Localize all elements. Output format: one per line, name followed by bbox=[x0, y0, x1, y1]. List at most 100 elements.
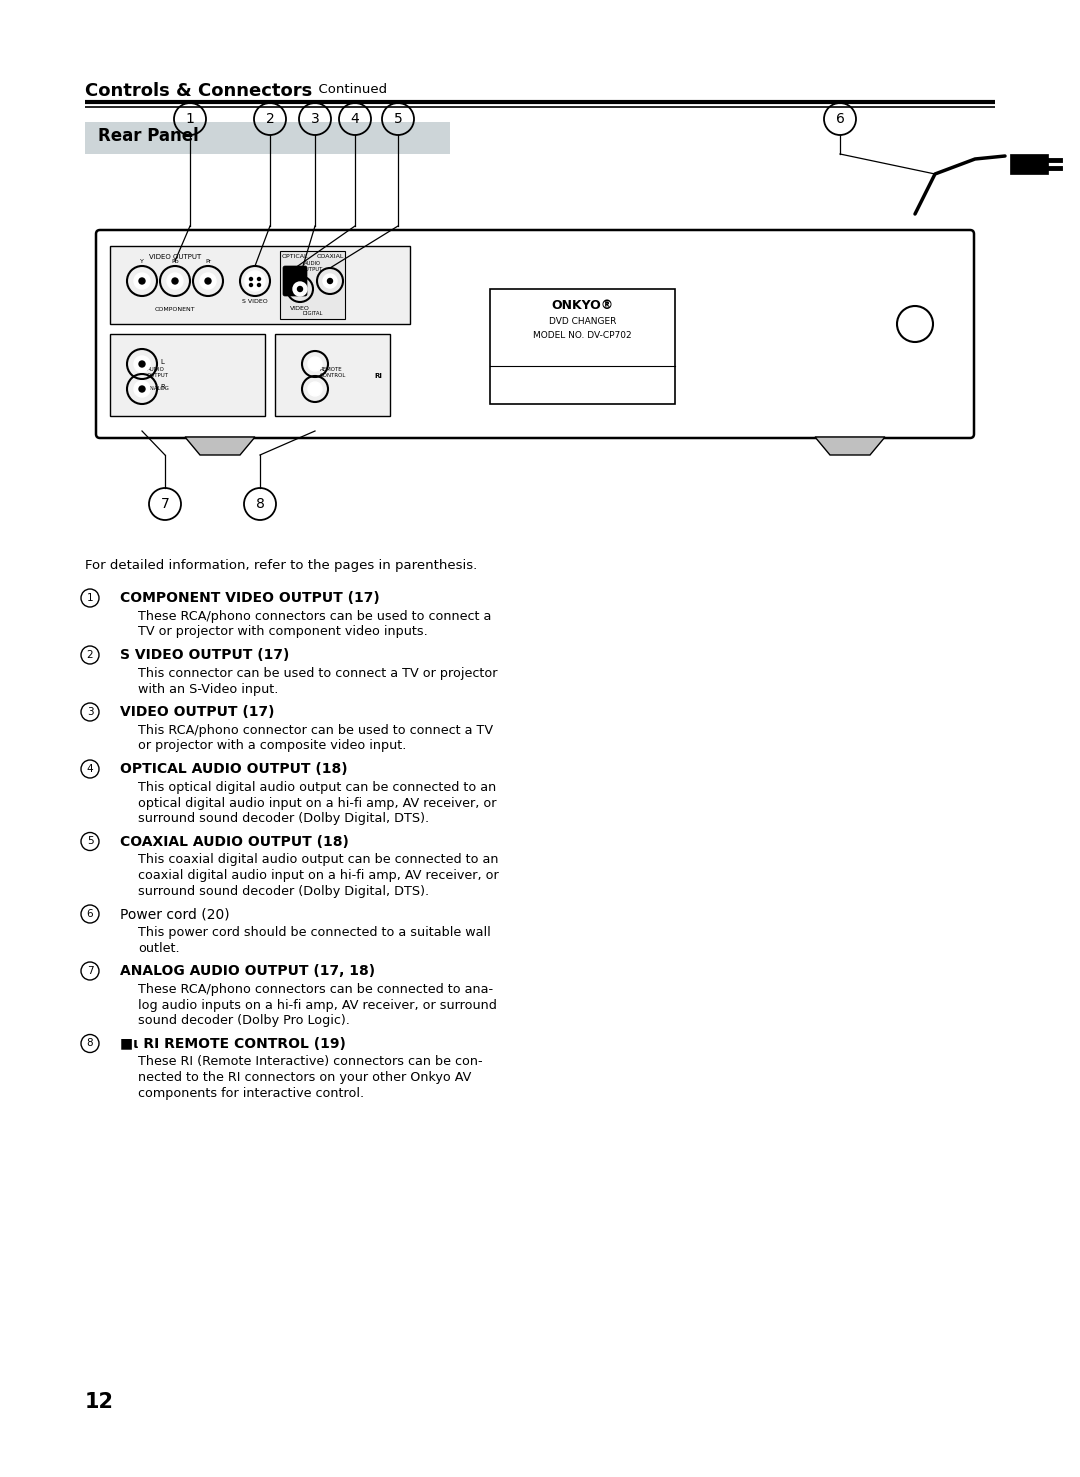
Text: AUDIO
OUTPUT: AUDIO OUTPUT bbox=[301, 261, 323, 272]
Text: 6: 6 bbox=[836, 112, 845, 126]
Bar bbox=[280, 251, 345, 319]
Text: components for interactive control.: components for interactive control. bbox=[138, 1087, 364, 1099]
Text: COAXIAL AUDIO OUTPUT (18): COAXIAL AUDIO OUTPUT (18) bbox=[120, 835, 349, 848]
Text: sound decoder (Dolby Pro Logic).: sound decoder (Dolby Pro Logic). bbox=[138, 1015, 350, 1027]
Circle shape bbox=[167, 273, 183, 289]
Text: surround sound decoder (Dolby Digital, DTS).: surround sound decoder (Dolby Digital, D… bbox=[138, 885, 429, 898]
Text: R: R bbox=[160, 384, 165, 390]
Text: 3: 3 bbox=[86, 707, 93, 716]
Text: This connector can be used to connect a TV or projector: This connector can be used to connect a … bbox=[138, 668, 498, 679]
Text: or projector with a composite video input.: or projector with a composite video inpu… bbox=[138, 740, 406, 752]
Text: OPTICAL AUDIO OUTPUT (18): OPTICAL AUDIO OUTPUT (18) bbox=[120, 762, 348, 775]
Polygon shape bbox=[815, 437, 885, 455]
Circle shape bbox=[257, 278, 260, 281]
Text: with an S-Video input.: with an S-Video input. bbox=[138, 682, 279, 696]
Text: Continued: Continued bbox=[310, 83, 387, 96]
Bar bbox=[110, 247, 410, 323]
Text: REMOTE
CONTROL: REMOTE CONTROL bbox=[320, 368, 347, 378]
Circle shape bbox=[308, 357, 322, 371]
Text: L: L bbox=[160, 359, 164, 365]
Text: TV or projector with component video inputs.: TV or projector with component video inp… bbox=[138, 625, 428, 638]
Circle shape bbox=[327, 279, 333, 284]
Text: outlet.: outlet. bbox=[138, 941, 179, 954]
Text: 4: 4 bbox=[351, 112, 360, 126]
Bar bbox=[85, 123, 450, 154]
Text: surround sound decoder (Dolby Digital, DTS).: surround sound decoder (Dolby Digital, D… bbox=[138, 812, 429, 826]
Circle shape bbox=[297, 287, 302, 291]
Polygon shape bbox=[185, 437, 255, 455]
Text: These RCA/phono connectors can be used to connect a: These RCA/phono connectors can be used t… bbox=[138, 610, 491, 623]
Text: VIDEO OUTPUT (17): VIDEO OUTPUT (17) bbox=[120, 705, 274, 719]
Bar bbox=[275, 334, 390, 417]
Circle shape bbox=[139, 278, 145, 284]
Text: 2: 2 bbox=[86, 650, 93, 660]
Circle shape bbox=[134, 381, 150, 397]
Circle shape bbox=[200, 273, 216, 289]
Text: Pr: Pr bbox=[205, 258, 211, 264]
Text: For detailed information, refer to the pages in parenthesis.: For detailed information, refer to the p… bbox=[85, 558, 477, 572]
Bar bbox=[1010, 154, 1048, 174]
Circle shape bbox=[257, 284, 260, 287]
Text: log audio inputs on a hi-fi amp, AV receiver, or surround: log audio inputs on a hi-fi amp, AV rece… bbox=[138, 998, 497, 1012]
Circle shape bbox=[323, 275, 337, 288]
Text: 1: 1 bbox=[186, 112, 194, 126]
FancyBboxPatch shape bbox=[283, 266, 307, 295]
Text: This optical digital audio output can be connected to an: This optical digital audio output can be… bbox=[138, 781, 496, 795]
Circle shape bbox=[308, 383, 322, 396]
Bar bbox=[110, 334, 265, 417]
Text: 8: 8 bbox=[86, 1038, 93, 1049]
Text: coaxial digital audio input on a hi-fi amp, AV receiver, or: coaxial digital audio input on a hi-fi a… bbox=[138, 868, 499, 882]
Text: ONKYO®: ONKYO® bbox=[552, 298, 613, 312]
Text: 8: 8 bbox=[256, 496, 265, 511]
Text: Y: Y bbox=[140, 258, 144, 264]
Circle shape bbox=[249, 284, 253, 287]
Text: 7: 7 bbox=[161, 496, 170, 511]
Text: COMPONENT: COMPONENT bbox=[154, 307, 195, 312]
Text: This power cord should be connected to a suitable wall: This power cord should be connected to a… bbox=[138, 926, 490, 939]
Text: COAXIAL: COAXIAL bbox=[316, 254, 343, 258]
Circle shape bbox=[134, 273, 150, 289]
Text: MODEL NO. DV-CP702: MODEL NO. DV-CP702 bbox=[534, 331, 632, 340]
Circle shape bbox=[205, 278, 211, 284]
Text: 12: 12 bbox=[85, 1391, 114, 1412]
Text: OPTICAL: OPTICAL bbox=[282, 254, 308, 258]
Text: 5: 5 bbox=[393, 112, 403, 126]
Circle shape bbox=[249, 278, 253, 281]
Text: 3: 3 bbox=[311, 112, 320, 126]
Text: S VIDEO OUTPUT (17): S VIDEO OUTPUT (17) bbox=[120, 648, 289, 662]
Text: ■ι RI REMOTE CONTROL (19): ■ι RI REMOTE CONTROL (19) bbox=[120, 1037, 346, 1050]
Text: 1: 1 bbox=[86, 592, 93, 603]
Circle shape bbox=[293, 282, 307, 295]
Text: Rear Panel: Rear Panel bbox=[98, 127, 199, 145]
Text: ANALOG AUDIO OUTPUT (17, 18): ANALOG AUDIO OUTPUT (17, 18) bbox=[120, 964, 375, 978]
Text: 6: 6 bbox=[86, 908, 93, 919]
Text: nected to the RI connectors on your other Onkyo AV: nected to the RI connectors on your othe… bbox=[138, 1071, 471, 1084]
Text: S VIDEO: S VIDEO bbox=[242, 298, 268, 304]
Text: 5: 5 bbox=[86, 836, 93, 846]
Text: These RCA/phono connectors can be connected to ana-: These RCA/phono connectors can be connec… bbox=[138, 984, 494, 995]
Text: ANALOG: ANALOG bbox=[147, 385, 170, 391]
Text: 2: 2 bbox=[266, 112, 274, 126]
Text: This coaxial digital audio output can be connected to an: This coaxial digital audio output can be… bbox=[138, 854, 499, 867]
Circle shape bbox=[903, 312, 927, 335]
Text: AUDIO
OUTPUT: AUDIO OUTPUT bbox=[147, 368, 168, 378]
FancyBboxPatch shape bbox=[96, 230, 974, 439]
Bar bbox=[490, 289, 675, 405]
Circle shape bbox=[134, 356, 150, 372]
Text: RI: RI bbox=[374, 374, 382, 380]
Circle shape bbox=[139, 385, 145, 391]
Circle shape bbox=[245, 270, 265, 291]
Text: 4: 4 bbox=[86, 764, 93, 774]
Text: DIGITAL: DIGITAL bbox=[302, 312, 323, 316]
Text: VIDEO: VIDEO bbox=[291, 306, 310, 312]
Circle shape bbox=[139, 360, 145, 366]
Text: Power cord (20): Power cord (20) bbox=[120, 907, 230, 922]
Text: VIDEO OUTPUT: VIDEO OUTPUT bbox=[149, 254, 201, 260]
Text: optical digital audio input on a hi-fi amp, AV receiver, or: optical digital audio input on a hi-fi a… bbox=[138, 796, 497, 809]
Text: Pb: Pb bbox=[172, 258, 179, 264]
Text: 7: 7 bbox=[86, 966, 93, 976]
Text: COMPONENT VIDEO OUTPUT (17): COMPONENT VIDEO OUTPUT (17) bbox=[120, 591, 380, 606]
Text: This RCA/phono connector can be used to connect a TV: This RCA/phono connector can be used to … bbox=[138, 724, 494, 737]
Text: These RI (Remote Interactive) connectors can be con-: These RI (Remote Interactive) connectors… bbox=[138, 1056, 483, 1068]
Text: Controls & Connectors: Controls & Connectors bbox=[85, 83, 312, 100]
